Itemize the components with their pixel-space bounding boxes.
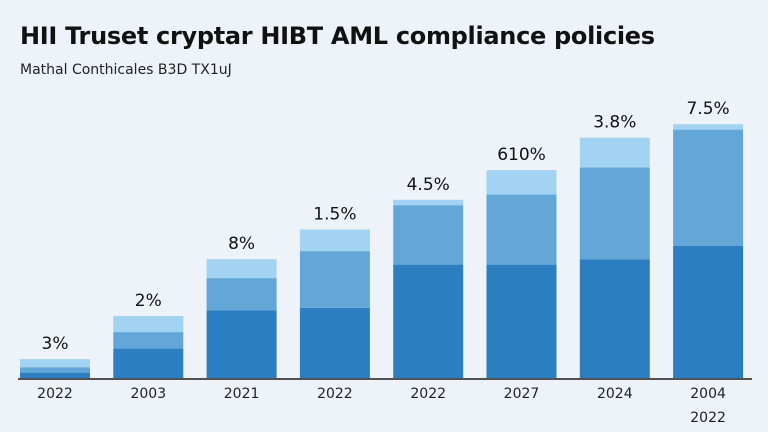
bar-base-1 xyxy=(113,348,184,378)
bar-middle-4 xyxy=(393,205,464,265)
data-label-3: 1.5% xyxy=(313,205,356,225)
bar-middle-0 xyxy=(20,367,90,373)
x-tick-label-6: 2024 xyxy=(597,386,633,402)
bar-base-7 xyxy=(673,245,744,378)
bar-base-3 xyxy=(299,307,370,378)
x-tick-label-4: 2022 xyxy=(410,386,446,402)
data-label-1: 2% xyxy=(135,291,162,311)
bar-top-4 xyxy=(393,199,464,206)
data-label-0: 3% xyxy=(42,334,69,354)
x-tick-label-1: 2003 xyxy=(130,386,166,402)
x-tick-label-5: 2027 xyxy=(504,386,540,402)
bar-base-2 xyxy=(206,310,277,378)
data-label-7: 7.5% xyxy=(686,99,729,119)
data-label-4: 4.5% xyxy=(407,175,450,195)
bar-base-0 xyxy=(20,372,90,378)
chart-subtitle: Mathal Conthicales B3D TX1uJ xyxy=(20,62,232,78)
x-tick-label-7: 2004 xyxy=(690,386,726,402)
bar-middle-3 xyxy=(299,251,370,308)
bar-middle-7 xyxy=(673,129,744,246)
bar-top-3 xyxy=(299,229,370,252)
x-tick-label-3: 2022 xyxy=(317,386,353,402)
data-label-6: 3.8% xyxy=(593,113,636,133)
x-extra-label-7: 2022 xyxy=(690,410,726,426)
bar-middle-6 xyxy=(579,167,650,260)
bar-top-5 xyxy=(486,170,557,195)
bar-top-0 xyxy=(20,359,90,368)
chart-title: HII Truset cryptar HIBT AML compliance p… xyxy=(20,22,655,50)
bar-top-1 xyxy=(113,315,184,333)
bar-base-4 xyxy=(393,264,464,378)
bar-middle-2 xyxy=(206,278,277,311)
bar-base-6 xyxy=(579,259,650,378)
bar-middle-1 xyxy=(113,332,184,349)
data-label-2: 8% xyxy=(228,234,255,254)
x-tick-label-0: 2022 xyxy=(37,386,73,402)
x-tick-label-2: 2021 xyxy=(224,386,260,402)
bar-top-7 xyxy=(673,124,744,130)
bar-top-2 xyxy=(206,259,277,279)
data-label-5: 610% xyxy=(497,145,546,165)
bar-top-6 xyxy=(579,137,650,168)
bar-middle-5 xyxy=(486,194,557,265)
bar-base-5 xyxy=(486,264,557,378)
